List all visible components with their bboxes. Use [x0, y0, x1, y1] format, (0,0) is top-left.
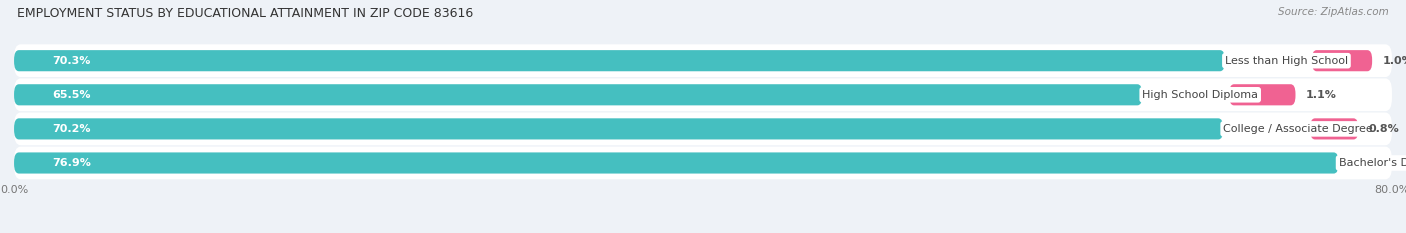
Text: Source: ZipAtlas.com: Source: ZipAtlas.com	[1278, 7, 1389, 17]
Text: 0.8%: 0.8%	[1368, 124, 1399, 134]
Text: 65.5%: 65.5%	[52, 90, 90, 100]
FancyBboxPatch shape	[14, 50, 1225, 71]
Text: High School Diploma: High School Diploma	[1142, 90, 1258, 100]
FancyBboxPatch shape	[14, 44, 1392, 77]
Text: College / Associate Degree: College / Associate Degree	[1223, 124, 1372, 134]
FancyBboxPatch shape	[14, 118, 1223, 140]
Text: 1.0%: 1.0%	[1382, 56, 1406, 66]
Text: 1.1%: 1.1%	[1306, 90, 1337, 100]
FancyBboxPatch shape	[14, 113, 1392, 145]
FancyBboxPatch shape	[1229, 84, 1295, 105]
FancyBboxPatch shape	[1310, 118, 1358, 140]
FancyBboxPatch shape	[14, 152, 1339, 174]
Text: 76.9%: 76.9%	[52, 158, 91, 168]
Text: EMPLOYMENT STATUS BY EDUCATIONAL ATTAINMENT IN ZIP CODE 83616: EMPLOYMENT STATUS BY EDUCATIONAL ATTAINM…	[17, 7, 474, 20]
Text: 70.3%: 70.3%	[52, 56, 90, 66]
FancyBboxPatch shape	[1312, 50, 1372, 71]
FancyBboxPatch shape	[14, 147, 1392, 179]
FancyBboxPatch shape	[14, 84, 1142, 105]
Text: Less than High School: Less than High School	[1225, 56, 1348, 66]
Text: 70.2%: 70.2%	[52, 124, 90, 134]
Text: Bachelor's Degree or higher: Bachelor's Degree or higher	[1339, 158, 1406, 168]
FancyBboxPatch shape	[14, 79, 1392, 111]
